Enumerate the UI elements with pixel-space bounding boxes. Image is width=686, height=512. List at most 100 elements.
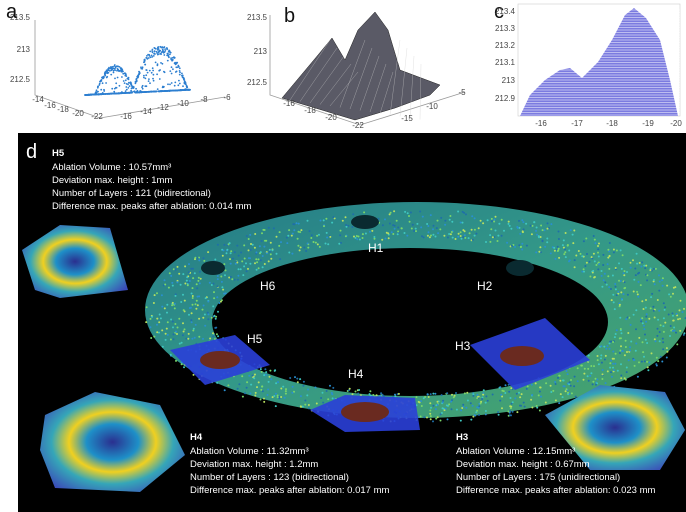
point bbox=[226, 249, 228, 251]
point bbox=[198, 277, 200, 279]
point bbox=[518, 220, 520, 222]
point bbox=[553, 247, 555, 249]
point bbox=[276, 236, 278, 238]
point bbox=[679, 309, 681, 311]
point bbox=[633, 279, 635, 281]
point bbox=[533, 221, 535, 223]
point bbox=[238, 268, 240, 270]
point bbox=[153, 302, 155, 304]
point bbox=[304, 404, 306, 406]
point bbox=[270, 378, 272, 380]
point bbox=[612, 294, 614, 296]
point bbox=[639, 262, 641, 264]
point bbox=[309, 230, 311, 232]
point bbox=[544, 246, 546, 248]
point bbox=[151, 91, 153, 93]
point bbox=[612, 275, 614, 277]
point bbox=[300, 395, 302, 397]
point bbox=[501, 407, 503, 409]
point bbox=[637, 296, 639, 298]
point bbox=[244, 392, 246, 394]
point bbox=[657, 299, 659, 301]
point bbox=[408, 215, 410, 217]
point bbox=[226, 252, 228, 254]
point bbox=[617, 291, 619, 293]
point bbox=[316, 403, 318, 405]
point bbox=[471, 215, 473, 217]
point bbox=[241, 260, 243, 262]
point bbox=[619, 304, 621, 306]
point bbox=[277, 396, 279, 398]
point bbox=[356, 238, 358, 240]
point bbox=[640, 320, 642, 322]
point bbox=[196, 287, 198, 289]
tick-label: -19 bbox=[642, 119, 654, 128]
point bbox=[382, 224, 384, 226]
point bbox=[493, 221, 495, 223]
point bbox=[660, 356, 662, 358]
point bbox=[558, 231, 560, 233]
point bbox=[175, 360, 177, 362]
point bbox=[577, 380, 579, 382]
point bbox=[333, 216, 335, 218]
point bbox=[256, 251, 258, 253]
point bbox=[451, 408, 453, 410]
point bbox=[255, 258, 257, 260]
point bbox=[249, 392, 251, 394]
point bbox=[166, 47, 168, 49]
point bbox=[349, 388, 351, 390]
point bbox=[282, 386, 284, 388]
point bbox=[256, 261, 258, 263]
point bbox=[258, 267, 260, 269]
point bbox=[112, 66, 114, 68]
point bbox=[220, 301, 222, 303]
point bbox=[679, 318, 681, 320]
point bbox=[212, 332, 214, 334]
point bbox=[429, 402, 431, 404]
point bbox=[395, 395, 397, 397]
point bbox=[583, 240, 585, 242]
point bbox=[616, 294, 618, 296]
point bbox=[523, 228, 525, 230]
point bbox=[601, 270, 603, 272]
point bbox=[200, 278, 202, 280]
tick-label: -5 bbox=[458, 88, 466, 97]
point bbox=[464, 234, 466, 236]
point bbox=[114, 78, 116, 80]
annotation-line: Deviation max. height : 1.2mm bbox=[190, 459, 318, 470]
point bbox=[193, 328, 195, 330]
point bbox=[647, 366, 649, 368]
point bbox=[655, 268, 657, 270]
point bbox=[614, 283, 616, 285]
point bbox=[112, 93, 114, 95]
point bbox=[580, 365, 582, 367]
point bbox=[645, 265, 647, 267]
point bbox=[237, 279, 239, 281]
point bbox=[332, 397, 334, 399]
point bbox=[182, 294, 184, 296]
point bbox=[172, 285, 174, 287]
point bbox=[113, 91, 115, 93]
point bbox=[626, 371, 628, 373]
point bbox=[113, 72, 115, 74]
point bbox=[351, 226, 353, 228]
point bbox=[636, 291, 638, 293]
point bbox=[602, 369, 604, 371]
point bbox=[191, 293, 193, 295]
point bbox=[248, 375, 250, 377]
point bbox=[126, 89, 128, 91]
point bbox=[162, 49, 164, 51]
point bbox=[660, 324, 662, 326]
annotation-line: Number of Layers : 121 (bidirectional) bbox=[52, 188, 211, 199]
point bbox=[188, 271, 190, 273]
point bbox=[538, 394, 540, 396]
point bbox=[443, 235, 445, 237]
point bbox=[623, 293, 625, 295]
point bbox=[474, 229, 476, 231]
point bbox=[245, 262, 247, 264]
point bbox=[612, 363, 614, 365]
point bbox=[538, 251, 540, 253]
point bbox=[158, 332, 160, 334]
point bbox=[128, 79, 130, 81]
point bbox=[122, 73, 124, 75]
